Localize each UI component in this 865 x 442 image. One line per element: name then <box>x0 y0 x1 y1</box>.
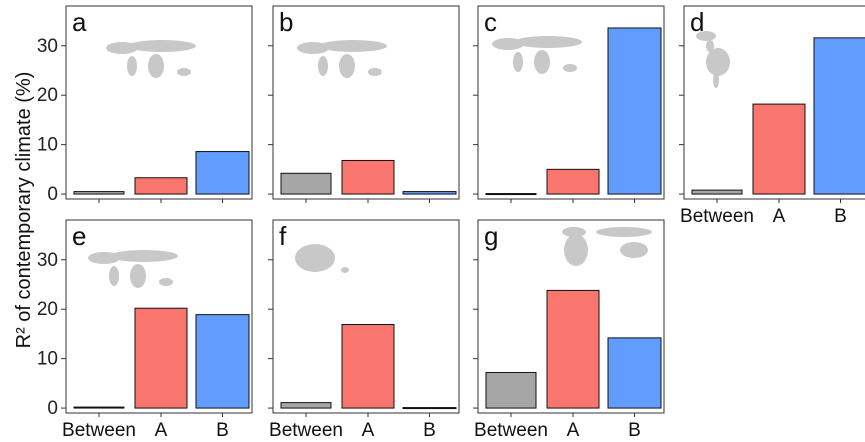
map-inset <box>88 250 178 288</box>
panel-b: b <box>268 5 460 203</box>
bar-a <box>134 307 188 409</box>
panel-g: Between A Bg <box>473 219 665 441</box>
x-tick-label: A <box>362 420 375 441</box>
panel-letter: f <box>279 221 287 251</box>
bar-a <box>546 289 600 409</box>
panel-letter: d <box>690 7 704 37</box>
bar-between <box>73 191 125 195</box>
x-tick-label: A <box>567 420 580 441</box>
map-inset <box>297 40 387 78</box>
panel-letter: c <box>484 7 497 37</box>
x-tick-label: A <box>773 206 786 227</box>
panel-c: c <box>473 5 665 203</box>
map-inset <box>696 31 730 88</box>
map-inset <box>106 40 196 78</box>
map-inset <box>562 227 652 266</box>
bar-b <box>813 37 865 195</box>
x-tick-label: B <box>628 420 641 441</box>
y-tick-label: 20 <box>37 85 58 106</box>
x-tick-label: A <box>155 420 168 441</box>
panel-letter: a <box>72 7 87 37</box>
x-tick-label: B <box>834 206 847 227</box>
panel-letter: b <box>279 7 293 37</box>
y-tick-label: 30 <box>37 250 58 271</box>
bar-between <box>73 406 125 409</box>
bar-between <box>485 371 537 409</box>
panel-e: 0 10 20 30 Between A Be <box>37 219 253 441</box>
bar-b <box>402 191 457 195</box>
panel-a: 0 10 20 30 a <box>37 5 253 205</box>
bar-a <box>134 177 188 195</box>
y-tick-label: 20 <box>37 299 58 320</box>
x-tick-label: B <box>216 420 229 441</box>
panel-letter: e <box>72 221 86 251</box>
y-tick-label: 0 <box>47 398 58 419</box>
bar-b <box>195 151 250 195</box>
bar-between <box>485 193 537 196</box>
bar-a <box>752 103 806 195</box>
y-tick-label: 30 <box>37 36 58 57</box>
bar-a <box>546 168 600 195</box>
map-inset <box>492 36 582 74</box>
x-tick-label: Between <box>269 420 343 441</box>
x-tick-label: Between <box>680 206 754 227</box>
bar-between <box>280 172 332 195</box>
y-tick-label: 0 <box>47 184 58 205</box>
bar-between <box>280 402 332 409</box>
panel-f: Between A Bf <box>268 219 460 441</box>
panel-d: Between A Bd <box>679 5 865 227</box>
bar-b <box>607 337 662 409</box>
y-tick-label: 10 <box>37 349 58 370</box>
bar-between <box>691 189 743 195</box>
panel-letter: g <box>484 221 498 251</box>
y-axis-label: R² of contemporary climate (%) <box>13 72 35 349</box>
x-tick-label: Between <box>474 420 548 441</box>
bar-a <box>341 324 395 409</box>
bar-b <box>402 407 457 410</box>
bar-a <box>341 159 395 195</box>
bar-b <box>195 314 250 409</box>
x-tick-label: B <box>423 420 436 441</box>
map-inset <box>295 244 349 273</box>
y-tick-label: 10 <box>37 135 58 156</box>
bar-b <box>607 27 662 195</box>
x-tick-label: Between <box>62 420 136 441</box>
